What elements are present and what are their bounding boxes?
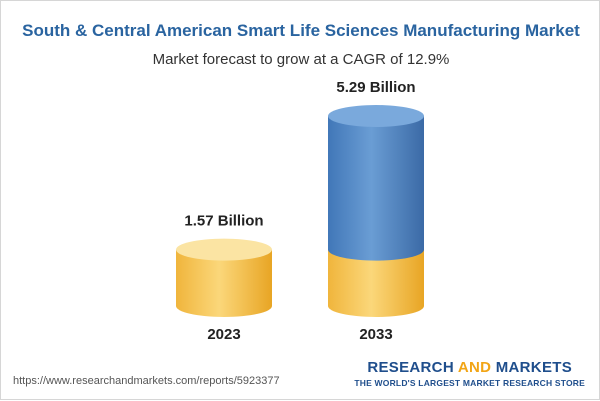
- brand-name-and: AND: [457, 359, 492, 376]
- bar-upper-segment: [328, 116, 424, 261]
- data-label-2033: 5.29 Billion: [336, 79, 415, 96]
- bar-2033: 5.29 Billion 2033: [328, 79, 424, 343]
- bar-2023: 1.57 Billion 2023: [176, 213, 272, 343]
- brand-tagline: THE WORLD'S LARGEST MARKET RESEARCH STOR…: [354, 378, 585, 388]
- data-label-2023: 1.57 Billion: [184, 213, 263, 230]
- bar-top-cap: [328, 105, 424, 127]
- brand-logo: RESEARCH AND MARKETS THE WORLD'S LARGEST…: [354, 359, 585, 388]
- category-label-2023: 2023: [207, 326, 240, 343]
- brand-name-markets: MARKETS: [491, 359, 573, 376]
- bar-base-segment: [328, 249, 424, 317]
- brand-name-research: RESEARCH: [367, 359, 458, 376]
- category-label-2033: 2033: [359, 326, 392, 343]
- bar-base-segment: [176, 249, 272, 317]
- source-url[interactable]: https://www.researchandmarkets.com/repor…: [13, 375, 280, 387]
- chart-title: South & Central American Smart Life Scie…: [22, 21, 580, 40]
- bar-top-cap: [176, 238, 272, 261]
- chart-subtitle: Market forecast to grow at a CAGR of 12.…: [152, 51, 450, 68]
